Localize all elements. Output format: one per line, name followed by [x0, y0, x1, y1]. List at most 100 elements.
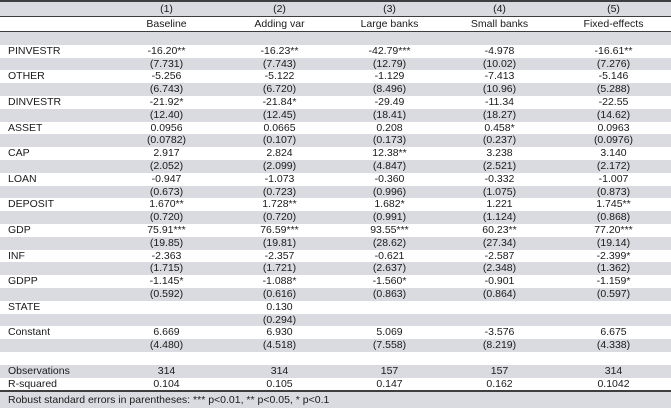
table-row: DINVESTR -21.92* -21.84* -29.49 -11.34 -… [0, 96, 671, 109]
cell-col-2: -1.073 [264, 172, 295, 185]
cell-col-3: 0.208 [376, 121, 403, 134]
table-row: GDP 75.91*** 76.59*** 93.55*** 60.23** 7… [0, 224, 671, 237]
cell-col-4: (8.219) [482, 339, 517, 352]
cell-col-5: -2.399* [596, 249, 631, 262]
cell-col-1: (12.40) [149, 108, 184, 121]
cell-col-1: 0.0956 [150, 121, 183, 134]
cell-col-2: (6.720) [262, 83, 297, 96]
cell-col-2: -2.357 [264, 249, 295, 262]
column-name: Baseline [146, 18, 187, 30]
cell-col-3: 1.682* [374, 198, 405, 211]
table-row [0, 32, 671, 45]
cell-col-4: (1.124) [482, 211, 517, 224]
row-label: Constant [8, 326, 51, 339]
table-row: PINVESTR -16.20** -16.23** -42.79*** -4.… [0, 45, 671, 58]
cell-col-4: 1.221 [486, 198, 513, 211]
table-row: (1.715) (1.721) (2.637) (2.348) (1.362) [0, 262, 671, 276]
cell-col-1: 2.917 [153, 147, 180, 160]
cell-col-1: (4.480) [149, 339, 184, 352]
cell-col-5: -1.159* [596, 275, 631, 288]
table-row: (0.673) (0.723) (0.996) (1.075) (0.873) [0, 185, 671, 199]
row-label: Observations [8, 364, 70, 377]
cell-col-3: (4.847) [372, 159, 407, 172]
cell-col-3: (28.62) [372, 236, 407, 249]
cell-col-4: -2.587 [484, 249, 515, 262]
cell-col-5: (7.276) [596, 57, 631, 70]
cell-col-4: (18.27) [482, 108, 517, 121]
cell-col-5: 0.1042 [597, 377, 630, 390]
row-label: STATE [8, 300, 41, 313]
cell-col-3: (0.996) [372, 185, 407, 198]
cell-col-5: 77.20*** [594, 223, 633, 236]
cell-col-2: 1.728** [262, 198, 297, 211]
cell-col-3: (0.991) [372, 211, 407, 224]
cell-col-1: (0.0782) [146, 134, 187, 147]
table-row: (7.731) (7.743) (12.79) (10.02) (7.276) [0, 57, 671, 71]
column-name: Small banks [470, 18, 529, 30]
cell-col-5: (0.873) [596, 185, 631, 198]
cell-col-3: 0.147 [376, 377, 403, 390]
cell-col-2: (0.107) [262, 134, 297, 147]
cell-col-2: (0.294) [262, 313, 297, 326]
table-body: PINVESTR -16.20** -16.23** -42.79*** -4.… [0, 32, 671, 390]
table-row: (0.0782) (0.107) (0.173) (0.237) (0.0976… [0, 134, 671, 148]
row-label: DEPOSIT [8, 198, 55, 211]
cell-col-1: (0.673) [149, 185, 184, 198]
cell-col-5: (0.0976) [593, 134, 634, 147]
row-label: DINVESTR [8, 95, 62, 108]
cell-col-4: (10.02) [482, 57, 517, 70]
cell-col-2: 6.930 [266, 326, 293, 339]
header-row-column-numbers: (1) (2) (3) (4) (5) [0, 0, 671, 17]
cell-col-5: (5.288) [596, 83, 631, 96]
table-row: (0.720) (0.720) (0.991) (1.124) (0.868) [0, 211, 671, 224]
cell-col-2: 0.130 [266, 300, 293, 313]
cell-col-2: 0.105 [266, 377, 293, 390]
cell-col-1: -21.92* [149, 95, 184, 108]
cell-col-1: -2.363 [151, 249, 182, 262]
row-label: LOAN [8, 172, 37, 185]
cell-col-3: (0.173) [372, 134, 407, 147]
row-label: GDPP [8, 275, 38, 288]
cell-col-5: -22.55 [598, 95, 629, 108]
cell-col-1: -16.20** [147, 44, 186, 57]
table-row: (12.40) (12.45) (18.41) (18.27) (14.62) [0, 108, 671, 122]
cell-col-5: (14.62) [596, 108, 631, 121]
table-row [0, 352, 671, 365]
column-number: (2) [273, 3, 286, 15]
cell-col-3: -1.560* [372, 275, 407, 288]
cell-col-4: 60.23** [482, 223, 517, 236]
header-row-model-names: Baseline Adding var Large banks Small ba… [0, 17, 671, 32]
cell-col-2: (2.099) [262, 159, 297, 172]
row-label: PINVESTR [8, 44, 61, 57]
cell-col-5: 314 [604, 364, 623, 377]
cell-col-1: 6.669 [153, 326, 180, 339]
column-name: Fixed-effects [583, 18, 644, 30]
table-row: (4.480) (4.518) (7.558) (8.219) (4.338) [0, 339, 671, 352]
cell-col-3: (0.863) [372, 287, 407, 300]
cell-col-1: 0.104 [153, 377, 180, 390]
cell-col-4: 3.238 [486, 147, 513, 160]
column-number: (1) [160, 3, 173, 15]
column-number: (5) [607, 3, 620, 15]
cell-col-5: (2.172) [596, 159, 631, 172]
table-row: (0.592) (0.616) (0.863) (0.864) (0.597) [0, 287, 671, 301]
table-row: Constant 6.669 6.930 5.069 -3.576 6.675 [0, 326, 671, 339]
cell-col-1: -1.145* [149, 275, 184, 288]
table-row: DEPOSIT 1.670** 1.728** 1.682* 1.221 1.7… [0, 198, 671, 211]
column-number: (4) [493, 3, 506, 15]
cell-col-1: (1.715) [149, 262, 184, 275]
cell-col-2: (19.81) [262, 236, 297, 249]
cell-col-5: 6.675 [600, 326, 627, 339]
cell-col-4: -0.332 [484, 172, 515, 185]
cell-col-2: (7.743) [262, 57, 297, 70]
footnote: Robust standard errors in parentheses: *… [0, 390, 671, 409]
cell-col-3: -29.49 [374, 95, 405, 108]
column-name: Adding var [254, 18, 305, 30]
cell-col-5: -16.61** [594, 44, 633, 57]
cell-col-3: 5.069 [376, 326, 403, 339]
row-label: CAP [8, 147, 30, 160]
cell-col-4: -11.34 [485, 95, 514, 108]
cell-col-4: 157 [490, 364, 509, 377]
cell-col-2: -21.84* [262, 95, 297, 108]
cell-col-1: 75.91*** [147, 223, 186, 236]
